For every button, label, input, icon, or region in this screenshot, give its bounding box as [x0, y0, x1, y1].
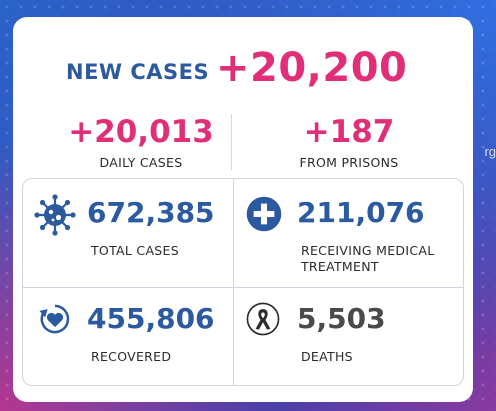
ribbon-icon: [246, 302, 280, 336]
grid-horizontal-divider: [23, 287, 463, 288]
grid-vertical-divider: [233, 179, 234, 385]
prison-cases-stat: +187 FROM PRISONS: [244, 115, 454, 170]
medical-treatment-cell: 211,076 RECEIVING MEDICAL TREATMENT: [245, 193, 455, 293]
medical-treatment-label-line1: RECEIVING MEDICAL: [301, 243, 435, 258]
total-cases-label: TOTAL CASES: [91, 243, 179, 258]
headline: NEW CASES +20,200: [0, 40, 496, 110]
medical-treatment-label-line2: TREATMENT: [301, 259, 379, 274]
medical-treatment-value: 211,076: [297, 196, 425, 229]
new-cases-label: NEW CASES: [66, 60, 210, 84]
new-cases-value: +20,200: [216, 45, 408, 91]
prison-cases-value: +187: [303, 114, 395, 150]
stats-grid: 672,385 TOTAL CASES 211,076 RECEIVING ME…: [22, 178, 464, 386]
recovered-value: 455,806: [87, 302, 215, 335]
top-divider: [231, 114, 232, 170]
total-cases-cell: 672,385 TOTAL CASES: [33, 193, 243, 293]
total-cases-value: 672,385: [87, 196, 215, 229]
recovered-cell: 455,806 RECOVERED: [33, 299, 243, 399]
daily-cases-label: DAILY CASES: [99, 155, 183, 170]
virus-icon: [34, 194, 76, 236]
watermark-text: rg: [484, 144, 496, 159]
recovered-label: RECOVERED: [91, 349, 172, 364]
daily-cases-stat: +20,013 DAILY CASES: [36, 115, 246, 170]
stats-card: [13, 17, 473, 402]
deaths-cell: 5,503 DEATHS: [245, 299, 455, 399]
prison-cases-label: FROM PRISONS: [299, 155, 399, 170]
deaths-value: 5,503: [297, 302, 386, 335]
daily-cases-value: +20,013: [68, 114, 214, 150]
deaths-label: DEATHS: [301, 349, 353, 364]
recovered-heart-icon: [39, 304, 70, 334]
medical-cross-icon: [246, 196, 282, 232]
